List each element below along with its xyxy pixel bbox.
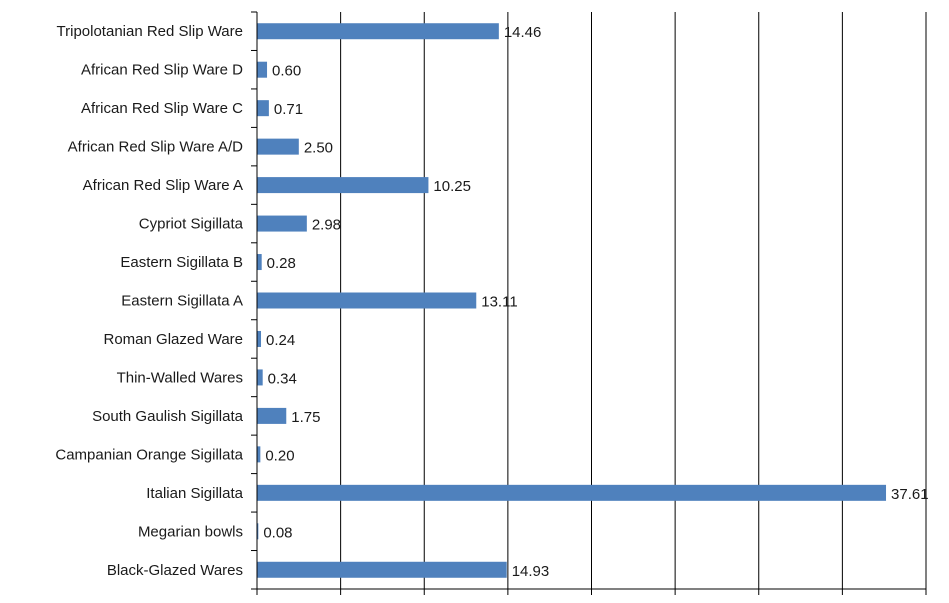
bar [257,446,261,463]
category-label: African Red Slip Ware D [81,62,243,79]
x-tick-label: 10.00 [405,600,443,603]
bars [257,23,887,578]
category-label: African Red Slip Ware C [81,100,243,117]
category-label: South Gaulish Sigillata [92,408,244,425]
bar [257,138,299,155]
bar [257,61,268,78]
data-label: 0.34 [268,370,297,387]
gridlines [340,12,927,589]
category-label: Italian Sigillata [146,485,243,502]
axes [251,11,927,595]
data-label: 37.61 [891,486,929,503]
data-label: 14.46 [504,24,542,41]
data-label: 2.50 [304,140,333,157]
bar [257,561,507,578]
category-label: Thin-Walled Wares [117,369,243,386]
x-tick-label: 40.00 [907,600,945,603]
category-label: Black-Glazed Wares [107,562,243,579]
data-label: 14.93 [512,563,550,580]
data-label: 1.75 [291,409,320,426]
category-label: Megarian bowls [138,523,243,540]
category-labels: Tripolotanian Red Slip Ware African Red S… [55,23,243,579]
bar [257,407,287,424]
bar [257,100,269,117]
data-label: 2.98 [312,217,341,234]
category-label: Tripolotanian Red Slip Ware [57,23,243,40]
bar [257,330,262,347]
category-label: African Red Slip Ware A/D [68,139,244,156]
x-tick-label: 15.00 [489,600,527,603]
data-label: 0.24 [266,332,295,349]
x-tick-label: 5.00 [326,600,355,603]
bar [257,23,499,40]
data-label: 0.60 [272,63,301,80]
bar [257,369,263,386]
data-label: 0.08 [263,524,292,541]
x-tick-label: 20.00 [573,600,611,603]
category-label: Eastern Sigillata A [121,293,243,310]
data-labels: 14.46 0.60 0.71 2.50 10.25 2.98 0.28 13.11 0.24 0… [263,24,928,580]
category-label: Campanian Orange Sigillata [55,446,243,463]
bar [257,177,429,194]
bar [257,484,887,501]
category-label: African Red Slip Ware A [83,177,243,194]
data-label: 0.28 [267,255,296,272]
bar [257,292,477,309]
x-tick-label: 35.00 [824,600,862,603]
data-label: 10.25 [433,178,471,195]
x-tick-label: 25.00 [656,600,694,603]
bar [257,254,262,271]
data-label: 0.20 [265,447,294,464]
x-tick-label: 0.00 [242,600,271,603]
data-label: 0.71 [274,101,303,118]
bar [257,523,259,540]
x-tick-label: 30.00 [740,600,778,603]
tick-labels: 0.00 5.00 10.00 15.00 20.00 25.00 30.00 35.00 40… [242,600,944,603]
category-label: Cypriot Sigillata [139,216,244,233]
category-label: Roman Glazed Ware [104,331,244,348]
bar [257,215,307,232]
data-label: 13.11 [481,294,517,311]
category-label: Eastern Sigillata B [120,254,243,271]
